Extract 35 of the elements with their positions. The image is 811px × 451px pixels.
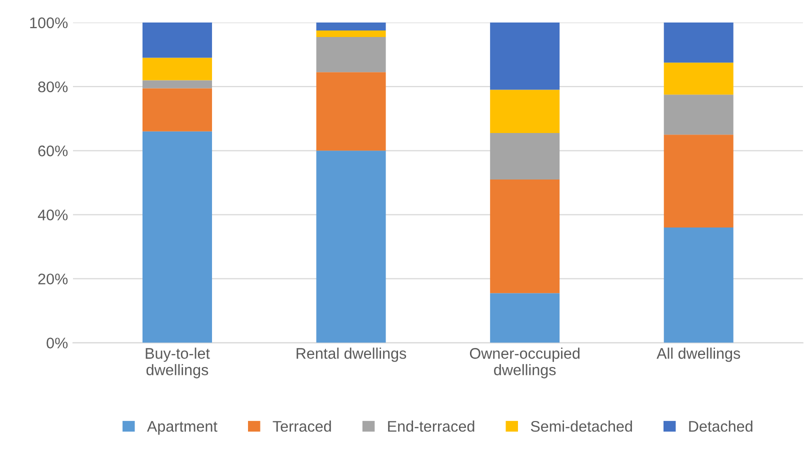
bar <box>316 150 386 343</box>
bar <box>142 88 212 132</box>
y-tick-label: 0% <box>46 338 68 348</box>
legend-label: Terraced <box>272 420 331 432</box>
bar <box>142 131 212 343</box>
bar <box>490 90 560 134</box>
legend-label: Apartment <box>147 421 218 435</box>
x-tick-label: Buy-to-let dwellings <box>146 348 210 378</box>
bar <box>142 80 212 88</box>
bar <box>490 293 560 343</box>
y-tick-label: 60% <box>38 146 68 156</box>
bar <box>490 22 560 90</box>
x-tick-label: Rental dwellings <box>296 348 406 362</box>
bar <box>142 58 212 80</box>
bar <box>316 36 386 72</box>
bar <box>316 72 386 151</box>
x-tick-label: All dwellings <box>656 348 740 362</box>
bar <box>664 22 734 63</box>
x-tick-label: Owner-occupied dwellings <box>470 348 580 378</box>
bar <box>316 22 386 31</box>
bar <box>664 227 734 343</box>
bar <box>664 62 734 95</box>
legend-label: Semi-detached <box>530 420 632 432</box>
bar <box>490 179 560 294</box>
bar <box>664 134 734 228</box>
bar <box>142 22 212 58</box>
legend-label: End-terraced <box>388 420 474 432</box>
y-tick-label: 80% <box>38 81 68 92</box>
y-tick-label: 40% <box>38 210 68 220</box>
y-tick-label: 20% <box>38 274 68 284</box>
legend-label: Detached <box>689 420 752 432</box>
bar <box>664 94 734 135</box>
y-tick-label: 100% <box>30 17 68 28</box>
bar <box>316 30 386 37</box>
bar <box>490 133 560 180</box>
